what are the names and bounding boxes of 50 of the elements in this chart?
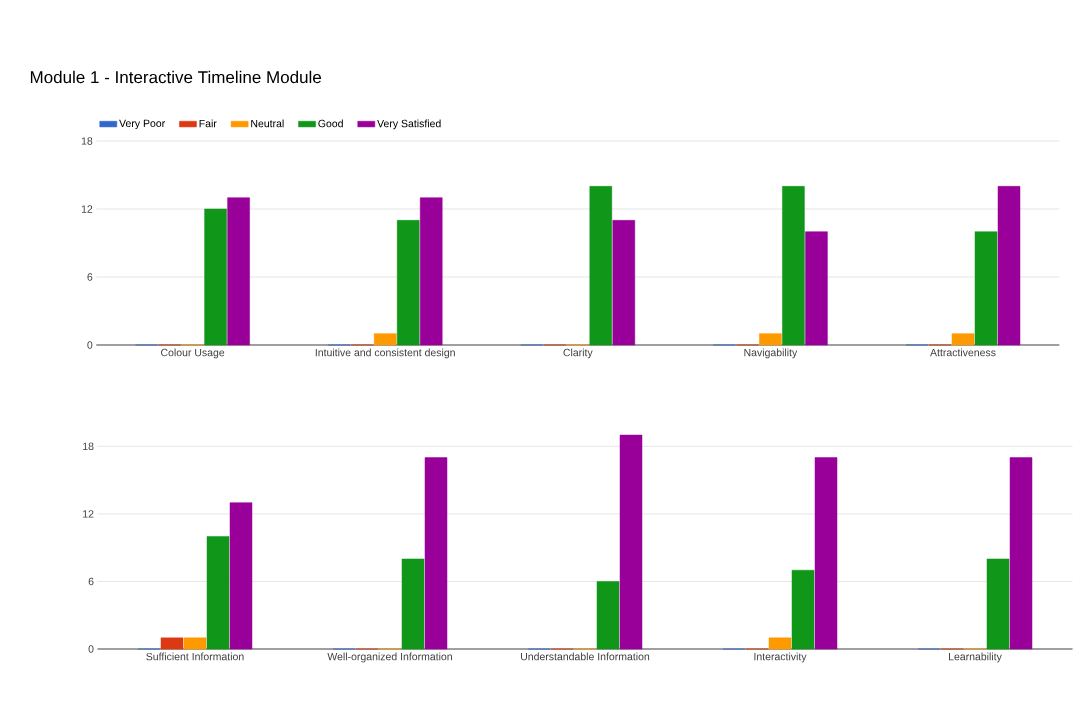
- bar: [814, 457, 838, 650]
- bar: [782, 186, 805, 346]
- y-tick-label: 6: [88, 577, 94, 586]
- x-tick-label: Colour Usage: [161, 348, 225, 359]
- bar: [424, 457, 448, 650]
- bar: [791, 569, 815, 650]
- bar: [759, 333, 782, 346]
- bar: [805, 231, 828, 346]
- bar: [768, 637, 792, 650]
- x-tick-label: Understandable Information: [521, 652, 650, 661]
- y-tick-label: 18: [83, 442, 94, 451]
- bar: [373, 333, 397, 346]
- bar: [951, 333, 975, 346]
- bar: [401, 558, 425, 650]
- legend-label: Very Satisfied: [377, 119, 441, 130]
- bar: [589, 186, 613, 346]
- y-tick-label: 12: [81, 205, 93, 213]
- y-tick-label: 0: [87, 341, 93, 349]
- bar: [419, 197, 443, 346]
- bar: [1009, 457, 1033, 650]
- legend-label: Good: [318, 119, 343, 128]
- y-tick-label: 12: [83, 510, 94, 518]
- legend-label: Neutral: [251, 119, 284, 128]
- bar: [596, 581, 620, 650]
- y-tick-label: 6: [87, 273, 93, 281]
- bar: [396, 220, 420, 346]
- bar: [986, 558, 1010, 650]
- x-tick-label: Interactivity: [754, 652, 807, 663]
- y-tick-label: 0: [88, 645, 94, 653]
- x-tick-label: Clarity: [563, 348, 593, 359]
- bar: [612, 220, 636, 346]
- x-tick-label: Well-organized Information: [327, 652, 452, 663]
- bar: [206, 536, 230, 650]
- x-tick-label: Intuitive and consistent design: [315, 348, 455, 359]
- x-tick-label: Navigability: [744, 348, 798, 359]
- bar: [160, 637, 184, 650]
- y-tick-label: 18: [81, 137, 93, 145]
- x-tick-label: Learnability: [949, 652, 1002, 663]
- bar: [183, 637, 207, 650]
- bar: [997, 186, 1021, 346]
- legend-label: Fair: [199, 119, 217, 128]
- bar: [229, 502, 253, 650]
- bar: [227, 197, 250, 346]
- bar: [974, 231, 998, 346]
- bar: [204, 208, 227, 346]
- x-tick-label: Attractiveness: [930, 348, 996, 357]
- bar: [619, 434, 643, 650]
- x-tick-label: Sufficient Information: [146, 652, 244, 661]
- legend-label: Very Poor: [119, 119, 165, 130]
- chart-title: Module 1 - Interactive Timeline Module: [30, 70, 322, 84]
